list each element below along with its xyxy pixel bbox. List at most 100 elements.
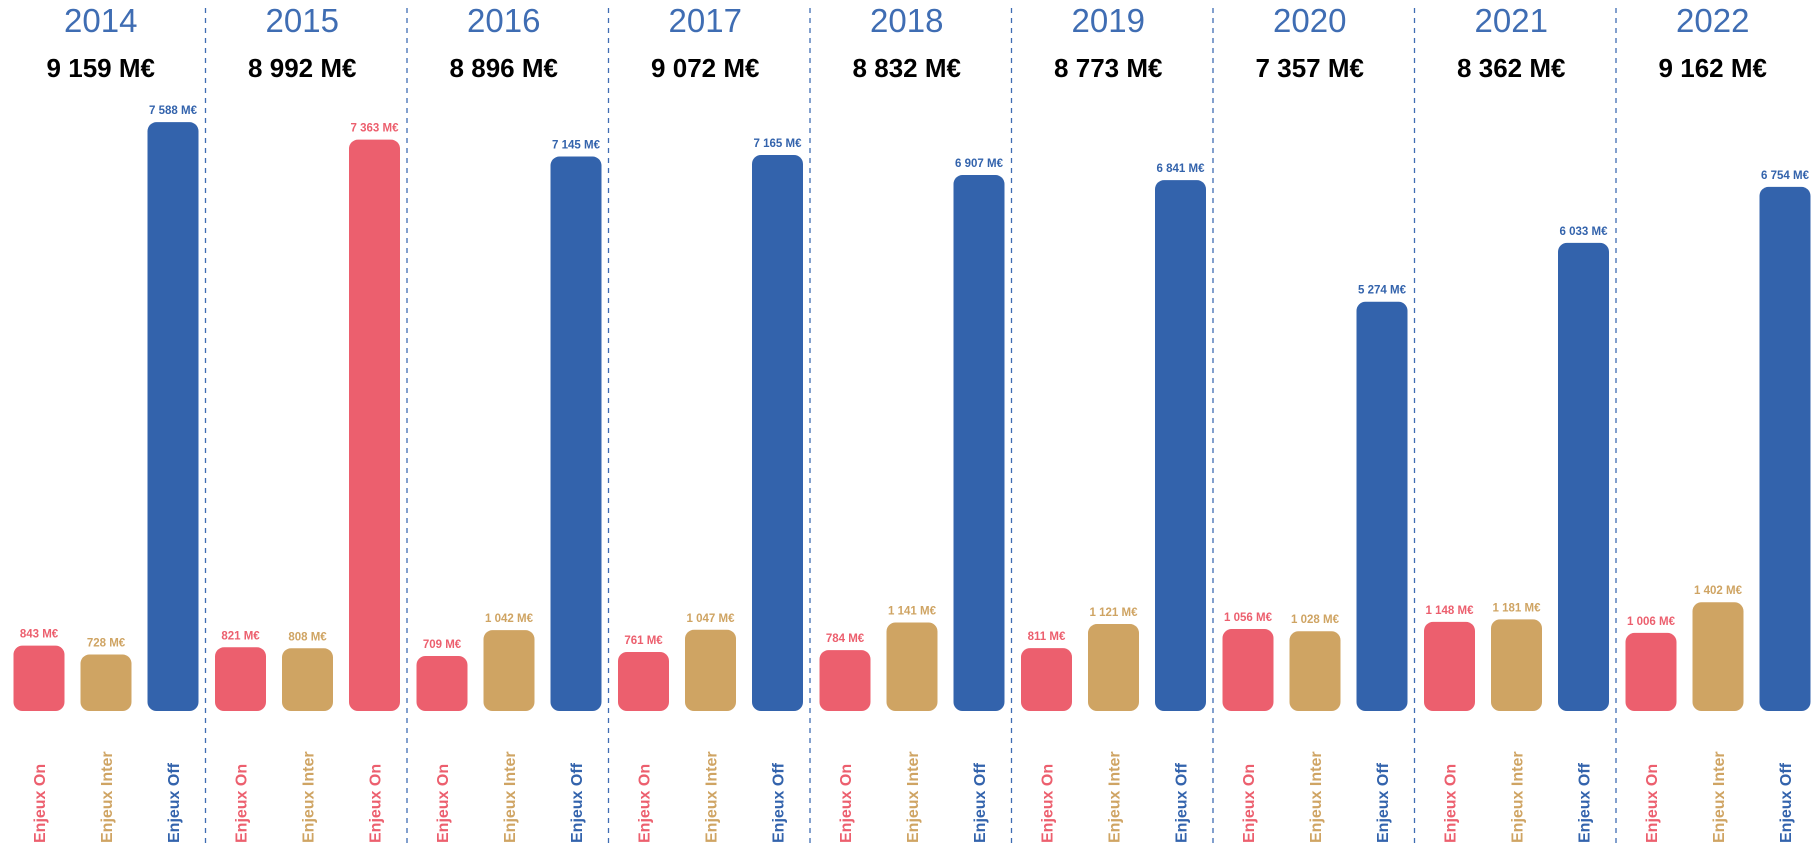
total-label: 8 832 M€ (853, 53, 961, 83)
total-label: 8 362 M€ (1457, 53, 1565, 83)
data-label: 1 402 M€ (1694, 585, 1743, 597)
bar (1222, 629, 1274, 711)
category-label: Enjeux On (368, 764, 385, 843)
bar (1356, 301, 1408, 711)
data-label: 7 363 M€ (351, 123, 400, 135)
data-label: 1 141 M€ (888, 605, 937, 617)
bar (1424, 621, 1475, 711)
category-label: Enjeux Inter (704, 751, 721, 843)
data-label: 808 M€ (288, 631, 327, 643)
data-label: 7 165 M€ (754, 138, 803, 150)
bar (1759, 186, 1811, 712)
category-label: Enjeux On (435, 764, 452, 843)
data-label: 728 M€ (87, 638, 126, 650)
data-label: 6 907 M€ (955, 158, 1004, 170)
data-label: 1 121 M€ (1090, 607, 1139, 619)
data-label: 6 841 M€ (1157, 163, 1206, 175)
category-label: Enjeux Inter (905, 751, 922, 843)
data-label: 1 181 M€ (1493, 602, 1542, 614)
category-label: Enjeux Inter (1107, 751, 1124, 843)
category-label: Enjeux Inter (1711, 751, 1728, 843)
year-label: 2015 (266, 2, 339, 39)
data-label: 7 145 M€ (552, 140, 601, 152)
data-label: 811 M€ (1028, 631, 1066, 643)
year-label: 2021 (1475, 2, 1548, 39)
category-label: Enjeux On (32, 764, 49, 843)
category-label: Enjeux On (1040, 764, 1057, 843)
total-label: 8 896 M€ (450, 53, 558, 83)
total-label: 9 162 M€ (1659, 53, 1767, 83)
year-label: 2017 (669, 2, 742, 39)
bar (215, 647, 266, 711)
data-label: 1 148 M€ (1426, 605, 1475, 617)
bar (819, 650, 871, 711)
year-label: 2022 (1676, 2, 1749, 39)
data-label: 6 033 M€ (1560, 226, 1609, 238)
year-label: 2019 (1072, 2, 1145, 39)
bar (349, 139, 400, 711)
year-label: 2020 (1273, 2, 1346, 39)
category-label: Enjeux Off (972, 762, 989, 843)
data-label: 784 M€ (826, 633, 865, 645)
bar (1088, 624, 1139, 711)
year-label: 2018 (870, 2, 943, 39)
category-label: Enjeux On (234, 764, 251, 843)
data-label: 1 006 M€ (1627, 616, 1676, 628)
category-label: Enjeux Off (1577, 762, 1594, 843)
bar (483, 630, 535, 711)
bar (416, 655, 468, 711)
bar (1625, 632, 1677, 711)
category-label: Enjeux Off (1375, 762, 1392, 843)
category-label: Enjeux Inter (301, 751, 318, 843)
category-label: Enjeux On (838, 764, 855, 843)
bar (685, 629, 736, 711)
category-label: Enjeux On (637, 764, 654, 843)
total-label: 9 159 M€ (47, 53, 155, 83)
bar (618, 651, 669, 711)
data-label: 1 028 M€ (1291, 614, 1340, 626)
category-label: Enjeux Off (1174, 762, 1191, 843)
category-label: Enjeux Inter (1510, 751, 1527, 843)
category-label: Enjeux On (1644, 764, 1661, 843)
data-label: 821 M€ (221, 630, 260, 642)
bar (1558, 242, 1609, 711)
bar (80, 654, 132, 711)
category-label: Enjeux On (1241, 764, 1258, 843)
data-label: 7 588 M€ (149, 105, 198, 117)
data-label: 761 M€ (624, 635, 663, 647)
data-label: 1 056 M€ (1224, 612, 1273, 624)
category-label: Enjeux Inter (502, 751, 519, 843)
bar (752, 154, 803, 712)
data-label: 5 274 M€ (1358, 285, 1407, 297)
bar (1021, 648, 1072, 711)
bar (1155, 180, 1206, 711)
bar (550, 156, 602, 712)
category-label: Enjeux Off (1778, 762, 1795, 843)
category-label: Enjeux Off (569, 762, 586, 843)
total-label: 7 357 M€ (1256, 53, 1364, 83)
data-label: 1 042 M€ (485, 613, 534, 625)
total-label: 8 992 M€ (248, 53, 356, 83)
bar (282, 648, 333, 711)
year-label: 2016 (467, 2, 540, 39)
data-label: 6 754 M€ (1761, 170, 1810, 182)
data-label: 1 047 M€ (687, 613, 736, 625)
category-label: Enjeux Inter (99, 751, 116, 843)
bar (147, 122, 199, 711)
data-label: 843 M€ (20, 629, 59, 641)
bar (1491, 619, 1542, 711)
category-label: Enjeux Off (771, 762, 788, 843)
bar (886, 622, 938, 711)
total-label: 8 773 M€ (1054, 53, 1162, 83)
bar (13, 645, 65, 711)
total-label: 9 072 M€ (651, 53, 759, 83)
data-label: 709 M€ (423, 639, 462, 651)
year-label: 2014 (64, 2, 137, 39)
bar (1692, 602, 1744, 711)
bar (953, 175, 1005, 712)
bar (1289, 631, 1341, 711)
category-label: Enjeux Off (166, 762, 183, 843)
category-label: Enjeux Inter (1308, 751, 1325, 843)
category-label: Enjeux On (1443, 764, 1460, 843)
